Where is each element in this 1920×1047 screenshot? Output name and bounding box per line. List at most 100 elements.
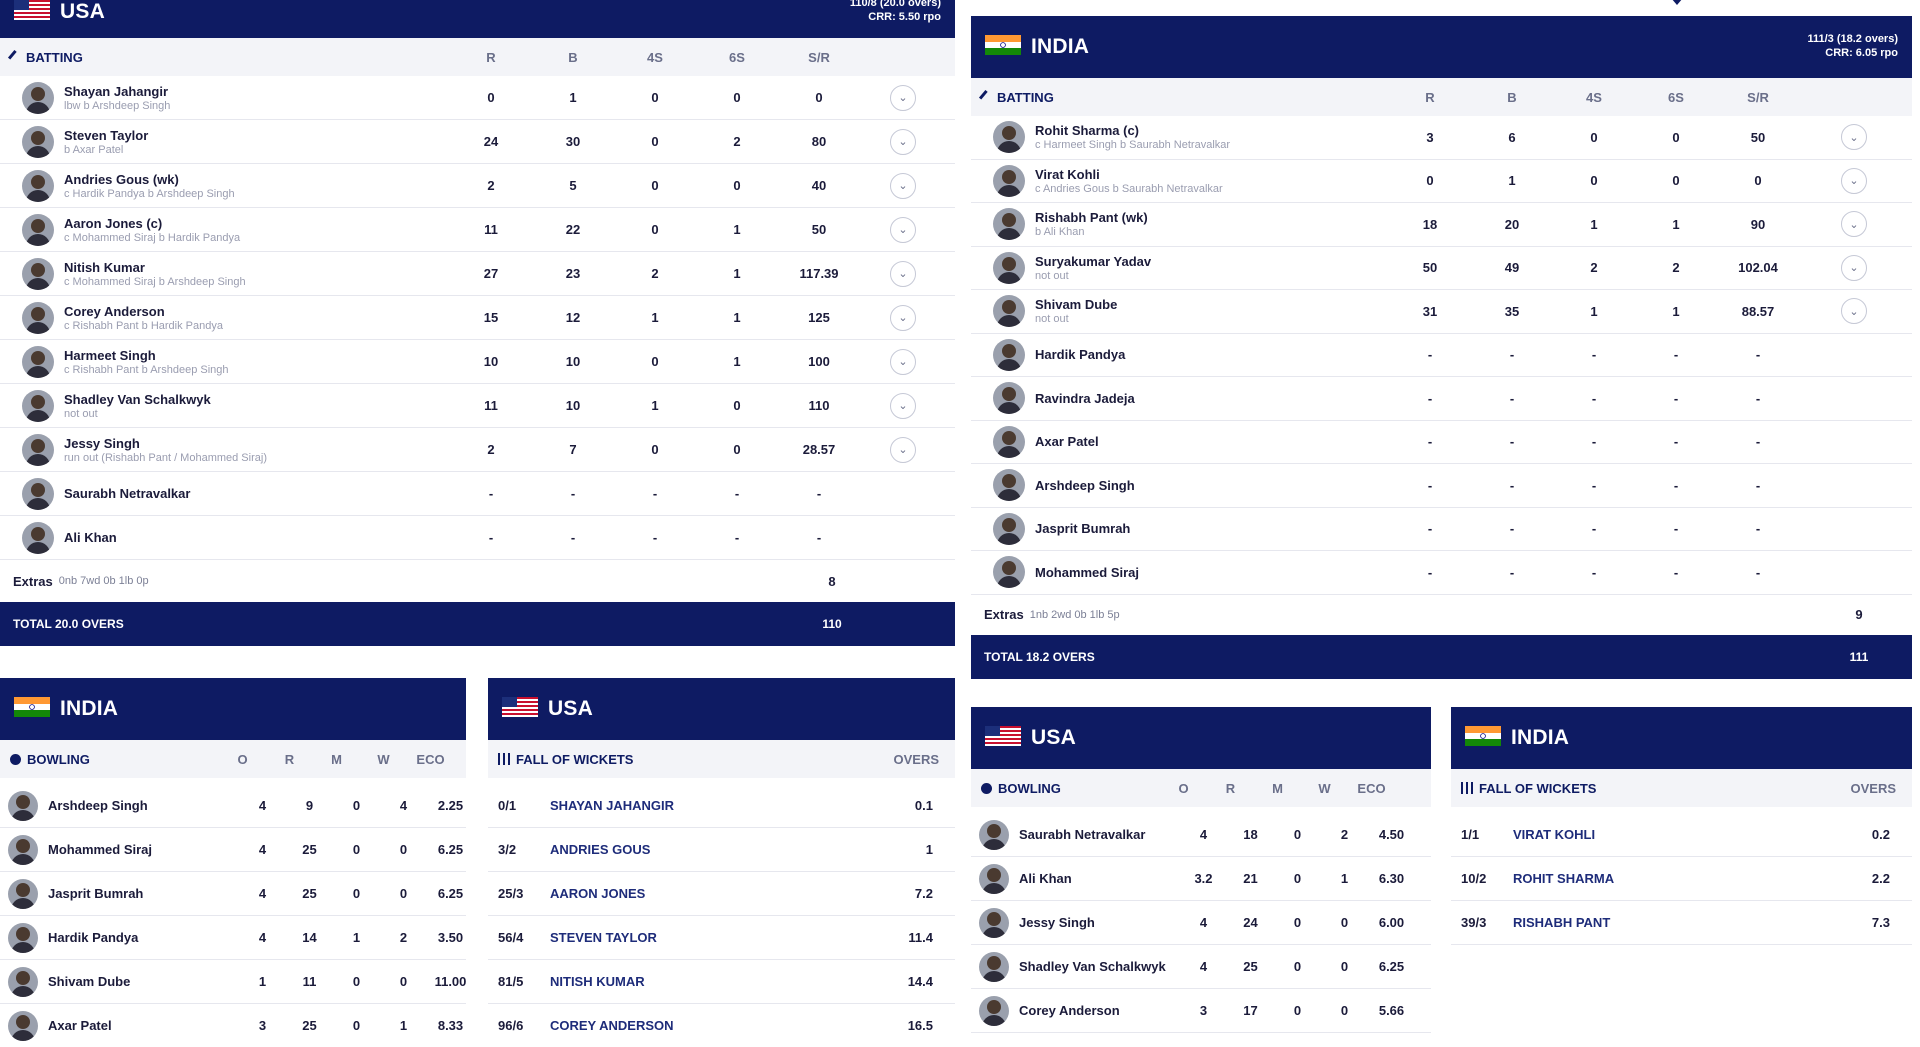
chevron-down-icon: ⌄: [1849, 175, 1859, 188]
stat-balls: -: [1509, 434, 1515, 450]
stat-sixes: -: [1673, 521, 1679, 537]
bowler-row: Jessy Singh 4 24 0 0 6.00: [971, 901, 1431, 945]
stat-runs: -: [1427, 564, 1433, 580]
player-avatar: [22, 213, 54, 246]
stat-runs: -: [1427, 521, 1433, 537]
stat-sixes: 2: [733, 134, 741, 149]
stat-overs: 4: [258, 886, 267, 901]
stat-runs: 50: [1422, 260, 1438, 276]
batter-info: Saurabh Netravalkar: [64, 486, 450, 501]
fow-score: 3/2: [498, 842, 517, 857]
fow-overs: 11.4: [908, 930, 933, 945]
stat-fours: 1: [1590, 303, 1598, 319]
stat-overs: 4: [1199, 827, 1208, 842]
usa-bowling-panel: USA BOWLING O R M W ECO Saurabh Netraval…: [971, 707, 1431, 1033]
stat-runs: 27: [483, 266, 499, 281]
stat-runs: 31: [1422, 303, 1438, 319]
stat-strike-rate: 117.39: [799, 266, 839, 281]
stat-sixes: -: [734, 530, 740, 545]
fow-player: AARON JONES: [550, 886, 646, 901]
stat-strike-rate: -: [1755, 564, 1761, 580]
dismissal-text: run out (Rishabh Pant / Mohammed Siraj): [64, 451, 267, 464]
stat-runs: 2: [487, 178, 495, 193]
stat-fours: 0: [651, 222, 659, 237]
stat-maidens: 0: [1293, 1003, 1302, 1018]
expand-button[interactable]: ⌄: [1841, 124, 1867, 151]
stat-runs: 18: [1243, 827, 1258, 842]
bowler-row: Arshdeep Singh 4 9 0 4 2.25: [0, 784, 466, 828]
batting-column-header: BATTING R B 4S 6S S/R: [0, 38, 955, 76]
batter-info: Jessy Singh run out (Rishabh Pant / Moham…: [64, 436, 450, 464]
player-avatar: [8, 834, 38, 865]
usa-fow-header: USA: [488, 678, 955, 740]
team-score: 111/3 (18.2 overs) CRR: 6.05 rpo: [1807, 32, 1898, 60]
stat-sixes: 1: [733, 354, 741, 369]
bowler-name: Mohammed Siraj: [48, 842, 153, 857]
stat-economy: 5.66: [1378, 1003, 1405, 1018]
stat-balls: 35: [1504, 303, 1520, 319]
expand-button[interactable]: ⌄: [890, 128, 916, 155]
stat-strike-rate: 28.57: [802, 442, 836, 457]
bowler-name: Arshdeep Singh: [48, 798, 148, 813]
stat-fours: 2: [651, 266, 659, 281]
batter-row: Mohammed Siraj - - - - -: [971, 551, 1912, 595]
fow-score: 39/3: [1461, 915, 1487, 930]
col-runs: R: [1225, 780, 1236, 796]
batter-info: Andries Gous (wk) c Hardik Pandya b Arshd…: [64, 172, 450, 200]
batter-row: Shivam Dube not out 31 35 1 1 88.57 ⌄: [971, 290, 1912, 334]
stat-balls: 5: [569, 178, 577, 193]
stumps-icon: [1461, 782, 1473, 794]
expand-button[interactable]: ⌄: [890, 348, 916, 375]
expand-button[interactable]: ⌄: [1841, 298, 1867, 325]
india-batting-header: INDIA 111/3 (18.2 overs) CRR: 6.05 rpo: [971, 16, 1912, 78]
expand-button[interactable]: ⌄: [890, 392, 916, 419]
stat-maidens: 0: [352, 1018, 361, 1033]
bowler-row: Hardik Pandya 4 14 1 2 3.50: [0, 916, 466, 960]
expand-button[interactable]: ⌄: [1841, 254, 1867, 281]
batter-name: Steven Taylor: [64, 127, 149, 143]
stat-strike-rate: 100: [808, 354, 830, 369]
chevron-down-icon: ⌄: [1849, 218, 1859, 231]
expand-button[interactable]: ⌄: [890, 84, 916, 111]
stat-strike-rate: -: [1755, 477, 1761, 493]
stat-balls: 10: [565, 354, 581, 369]
bowler-name: Hardik Pandya: [48, 930, 139, 945]
fow-row: 96/6 COREY ANDERSON 16.5: [488, 1004, 955, 1047]
fow-overs-label: OVERS: [893, 751, 939, 767]
stat-fours: -: [1591, 477, 1597, 493]
stat-strike-rate: 90: [1750, 216, 1766, 232]
fow-column-header: FALL OF WICKETS OVERS: [488, 740, 955, 778]
stat-fours: 0: [651, 354, 659, 369]
total-row: TOTAL 20.0 OVERS 110: [0, 602, 955, 646]
col-fours: 4S: [647, 49, 663, 65]
expand-button[interactable]: ⌄: [890, 260, 916, 287]
chevron-down-icon: ⌄: [898, 268, 908, 280]
stat-sixes: 1: [733, 222, 741, 237]
stat-sixes: -: [1673, 347, 1679, 363]
chevron-down-icon: ⌄: [898, 136, 908, 148]
batter-name: Ali Khan: [64, 530, 117, 545]
fow-team-name: INDIA: [1511, 726, 1570, 749]
india-bowling-header: INDIA: [0, 678, 466, 740]
expand-button[interactable]: ⌄: [890, 436, 916, 463]
current-run-rate: CRR: 6.05 rpo: [1825, 47, 1898, 59]
stat-runs: -: [488, 530, 494, 545]
batting-team-name: USA: [60, 0, 105, 23]
stat-runs: 0: [487, 90, 495, 105]
expand-button[interactable]: ⌄: [890, 216, 916, 243]
player-avatar: [22, 345, 54, 378]
stat-sixes: 1: [733, 266, 741, 281]
stat-balls: 30: [565, 134, 581, 149]
stat-fours: -: [1591, 347, 1597, 363]
col-balls: B: [568, 49, 578, 65]
batter-row: Virat Kohli c Andries Gous b Saurabh Netr…: [971, 160, 1912, 203]
player-avatar: [22, 257, 54, 290]
stat-balls: 12: [565, 310, 581, 325]
expand-button[interactable]: ⌄: [890, 304, 916, 331]
dismissal-text: c Rishabh Pant b Arshdeep Singh: [64, 363, 229, 376]
expand-button[interactable]: ⌄: [1841, 167, 1867, 194]
batter-info: Shivam Dube not out: [1035, 297, 1389, 325]
expand-button[interactable]: ⌄: [890, 172, 916, 199]
stat-runs: -: [1427, 347, 1433, 363]
expand-button[interactable]: ⌄: [1841, 211, 1867, 238]
